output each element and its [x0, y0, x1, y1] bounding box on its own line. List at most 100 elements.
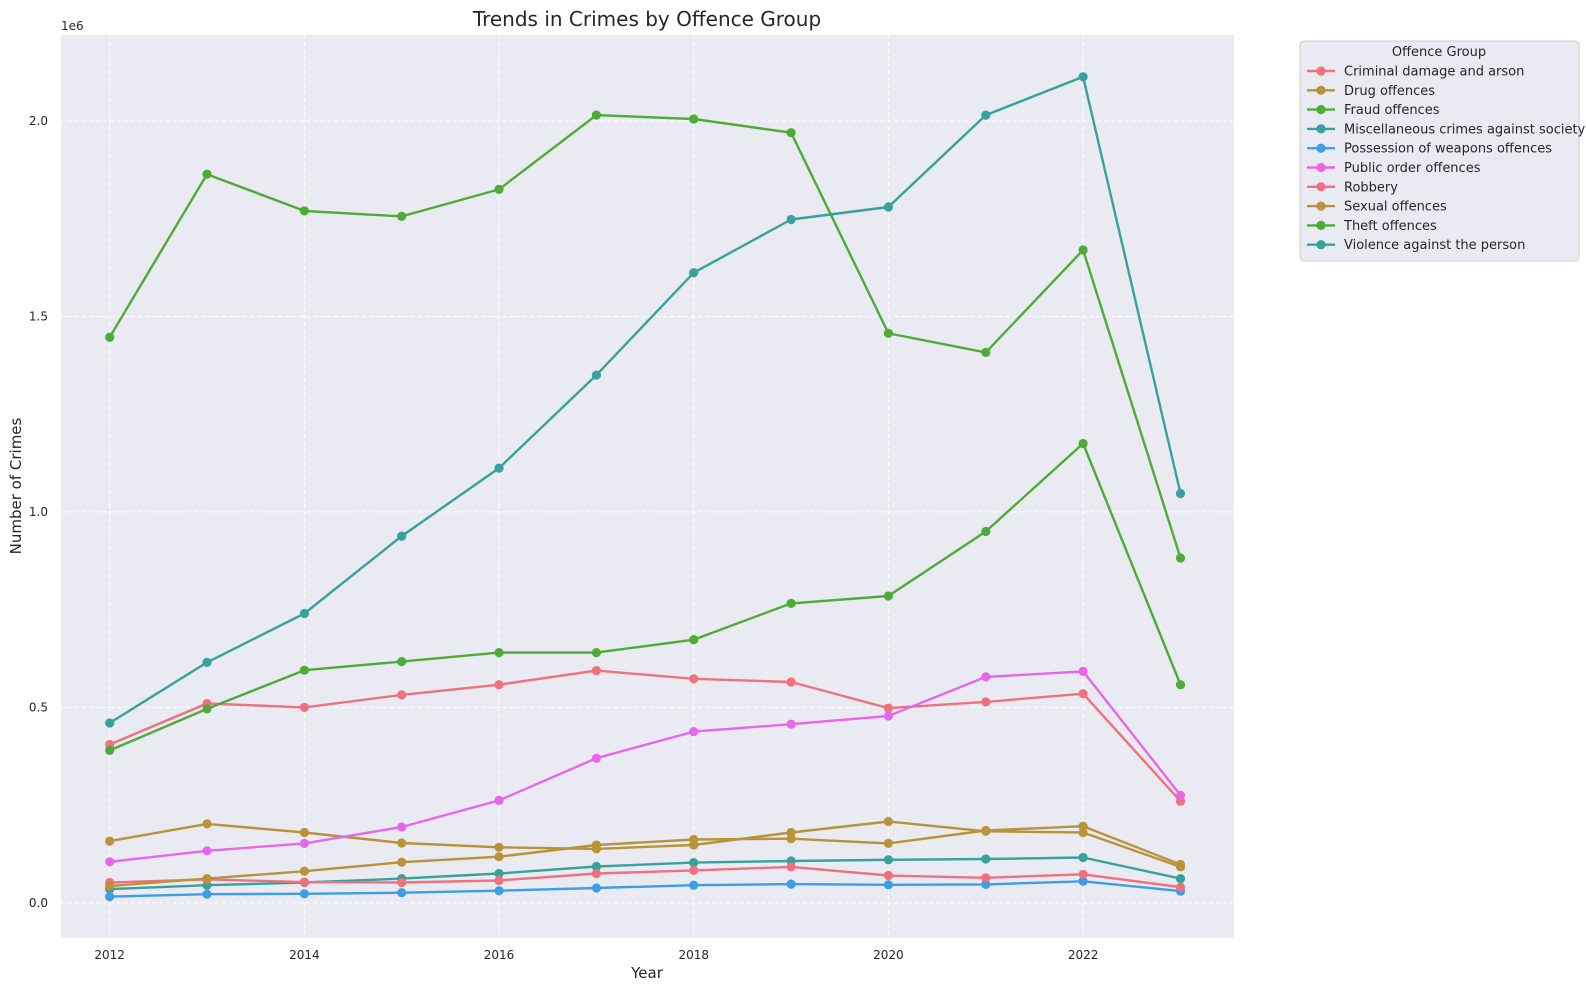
x-axis-label: Year	[630, 964, 664, 982]
data-point	[397, 657, 407, 667]
data-point	[105, 857, 115, 867]
series-line	[109, 880, 1181, 898]
data-point	[591, 840, 602, 850]
legend-item: Miscellaneous crimes against society	[1307, 122, 1586, 137]
data-point	[786, 128, 796, 138]
series-layer	[105, 72, 1186, 902]
data-point	[1078, 821, 1088, 831]
data-point	[299, 702, 309, 713]
data-point	[689, 727, 699, 737]
data-point	[105, 745, 115, 756]
legend-item: Violence against the person	[1307, 238, 1525, 253]
x-tick-label: 2016	[484, 948, 515, 962]
data-point	[105, 836, 115, 846]
data-point	[689, 635, 699, 645]
data-point	[591, 110, 602, 120]
data-point	[786, 677, 796, 687]
legend-label: Violence against the person	[1344, 238, 1525, 253]
data-point	[981, 526, 991, 537]
legend-marker	[1316, 201, 1326, 211]
legend-title: Offence Group	[1392, 45, 1486, 60]
legend-item: Robbery	[1307, 180, 1398, 195]
data-point	[883, 855, 894, 865]
legend-items: Criminal damage and arson Drug offences Fr…	[1307, 65, 1586, 253]
data-point	[883, 328, 894, 338]
data-point	[105, 332, 115, 342]
data-point	[786, 879, 796, 889]
series-line	[109, 670, 1182, 863]
data-point	[689, 834, 699, 845]
legend-label: Criminal damage and arson	[1344, 65, 1524, 80]
legend-label: Fraud offences	[1344, 103, 1440, 118]
plot-background	[61, 35, 1234, 938]
series-9	[105, 72, 1186, 728]
x-tick-label: 2020	[873, 948, 904, 962]
data-point	[105, 718, 115, 728]
data-point	[1078, 852, 1088, 863]
data-point	[786, 598, 796, 609]
x-tick-label: 2022	[1068, 948, 1099, 962]
y-axis-offset-label: 1e6	[61, 19, 84, 33]
data-point	[591, 753, 602, 763]
data-point	[299, 889, 309, 899]
series-6	[105, 862, 1186, 892]
data-point	[883, 870, 894, 881]
data-point	[1175, 790, 1186, 800]
data-point	[689, 114, 699, 124]
data-point	[397, 877, 407, 888]
data-point	[202, 657, 212, 668]
y-axis-label: Number of Crimes	[7, 417, 25, 554]
data-point	[494, 886, 504, 896]
legend-label: Public order offences	[1344, 161, 1481, 176]
legend-item: Public order offences	[1307, 161, 1481, 176]
data-point	[883, 703, 894, 713]
series-7	[105, 821, 1186, 891]
data-point	[689, 880, 699, 890]
legend-marker	[1316, 143, 1326, 153]
data-point	[981, 697, 991, 707]
data-point	[105, 881, 115, 891]
data-point	[591, 861, 602, 872]
y-axis: 0.0 0.5 1.0 1.5 2.0	[29, 114, 48, 910]
legend-box	[1299, 40, 1580, 262]
legend-label: Miscellaneous crimes against society	[1344, 122, 1586, 137]
legend-marker	[1316, 220, 1326, 230]
legend-marker	[1316, 66, 1326, 76]
data-point	[1175, 874, 1186, 884]
legend-marker	[1316, 182, 1326, 192]
data-point	[397, 211, 407, 221]
data-point	[1175, 859, 1186, 870]
series-line	[109, 820, 1181, 869]
data-point	[883, 880, 894, 890]
data-point	[202, 846, 212, 856]
data-point	[494, 795, 504, 806]
data-point	[202, 874, 212, 884]
data-point	[202, 889, 212, 899]
chart-title: Trends in Crimes by Offence Group	[472, 7, 821, 31]
x-axis: 2012 2014 2016 2018 2020 2022	[94, 948, 1098, 962]
data-point	[591, 648, 602, 658]
legend-item: Criminal damage and arson	[1307, 65, 1524, 80]
legend-item: Theft offences	[1307, 219, 1437, 234]
series-line	[109, 442, 1182, 752]
data-point	[494, 184, 504, 194]
data-point	[591, 868, 602, 879]
data-point	[981, 347, 991, 357]
legend-marker	[1316, 240, 1326, 250]
legend-item: Fraud offences	[1307, 103, 1440, 118]
data-point	[981, 879, 991, 890]
plot-area	[61, 35, 1234, 938]
data-point	[1078, 666, 1088, 677]
y-tick-label: 0.0	[29, 896, 48, 910]
data-point	[981, 672, 991, 682]
data-point	[299, 608, 309, 619]
data-point	[981, 825, 991, 836]
legend-label: Drug offences	[1344, 84, 1435, 99]
legend-marker	[1316, 162, 1326, 173]
series-8	[105, 110, 1186, 563]
data-point	[202, 704, 212, 714]
data-point	[1078, 869, 1088, 879]
data-point	[786, 719, 796, 729]
data-point	[786, 862, 796, 872]
